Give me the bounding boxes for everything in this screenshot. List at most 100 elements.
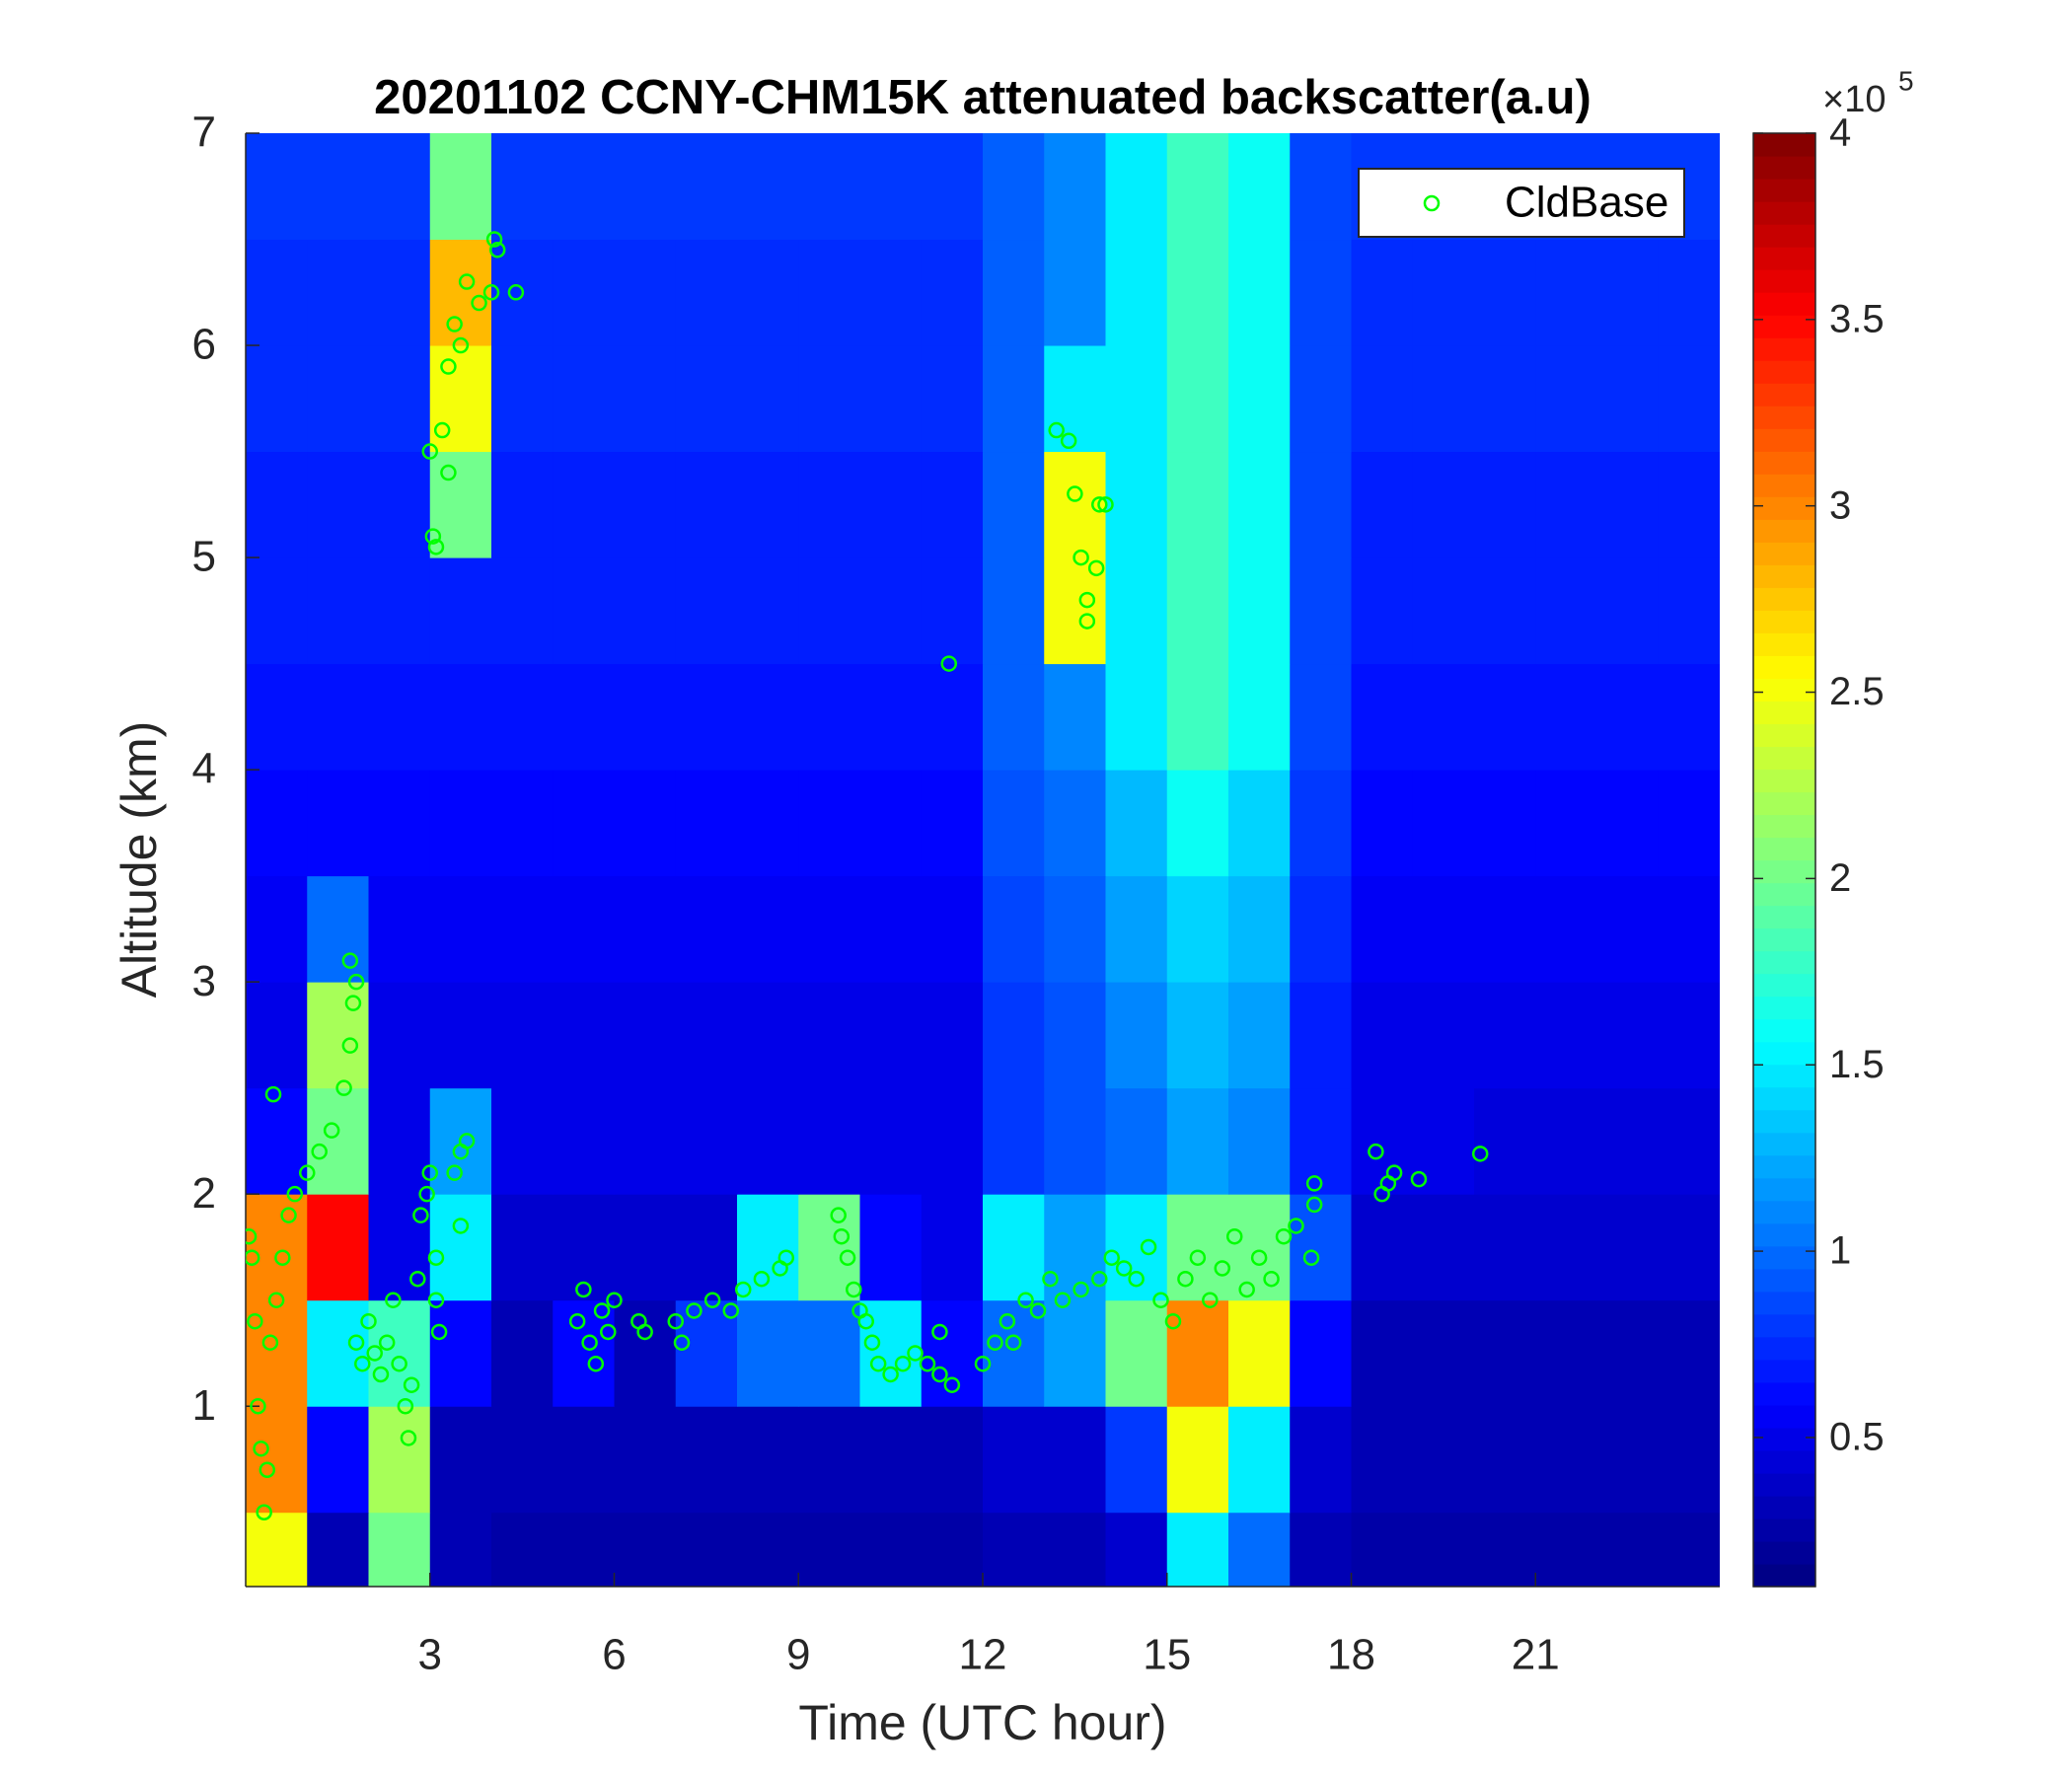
cloud-base-point	[1060, 432, 1077, 450]
heat-cell	[1228, 345, 1291, 453]
heat-cell	[1658, 982, 1720, 1089]
cloud-base-point	[1225, 1227, 1243, 1245]
heat-cell	[1658, 770, 1720, 877]
heat-cell	[429, 557, 492, 665]
heat-cell	[1596, 982, 1660, 1089]
heat-cell	[1351, 1406, 1414, 1514]
cloud-base-point	[1042, 1270, 1059, 1288]
heat-cell	[921, 557, 984, 665]
heat-cell	[1412, 663, 1475, 771]
heat-cell	[1412, 770, 1475, 877]
heat-cell	[307, 133, 369, 241]
heat-cell	[1412, 1087, 1475, 1195]
heat-cell	[983, 239, 1045, 346]
heat-cell	[859, 451, 923, 558]
colorbar-tick-label: 3	[1829, 483, 1851, 527]
cloud-base-point	[378, 1334, 396, 1351]
heat-cell	[921, 451, 984, 558]
heat-cell	[246, 345, 308, 453]
y-tick-label: 7	[192, 109, 216, 157]
cloud-base-point	[409, 1270, 426, 1288]
colorbar-step	[1753, 1200, 1815, 1224]
colorbar-step	[1753, 1313, 1815, 1338]
colorbar-step	[1753, 1359, 1815, 1383]
heat-cell	[1535, 451, 1597, 558]
heat-cell	[1290, 133, 1352, 241]
heat-cell	[1105, 1512, 1168, 1587]
heat-cell	[1658, 1299, 1720, 1407]
heat-cell	[1596, 345, 1660, 453]
cloud-base-point	[1115, 1260, 1133, 1277]
cloud-base-point	[259, 1461, 276, 1478]
heat-cell	[429, 1299, 492, 1407]
colorbar-step	[1753, 1268, 1815, 1293]
heat-cell	[429, 875, 492, 983]
colorbar-step	[1753, 337, 1815, 361]
cloud-base-point	[347, 1334, 365, 1351]
cloud-base-point	[568, 1312, 586, 1330]
heat-cell	[368, 345, 431, 453]
colorbar-multiplier: ×10	[1822, 79, 1886, 120]
colorbar-step	[1753, 701, 1815, 725]
colorbar: 0.5 1 1.5 2 2.5 3 3.5 4	[1752, 111, 1885, 1588]
cloud-base-point	[1275, 1227, 1293, 1245]
heat-cell	[307, 982, 369, 1089]
cloud-base-point	[931, 1323, 948, 1341]
heat-cell	[983, 345, 1045, 453]
heat-cell	[983, 663, 1045, 771]
cloud-base-point	[1250, 1249, 1268, 1266]
heat-cell	[798, 770, 860, 877]
heat-cell	[1351, 1512, 1414, 1587]
heat-cell	[1412, 451, 1475, 558]
x-tick-label: 15	[1143, 1631, 1191, 1679]
colorbar-step	[1753, 746, 1815, 771]
heat-cell	[921, 1512, 984, 1587]
heat-cell	[307, 451, 369, 558]
heat-cell	[614, 1194, 677, 1301]
cloud-base-point	[1073, 549, 1089, 566]
y-tick-label: 3	[192, 957, 216, 1005]
heat-cell	[1166, 133, 1229, 241]
heat-cell	[368, 982, 431, 1089]
heat-cell	[1474, 982, 1536, 1089]
heat-cell	[1658, 345, 1720, 453]
heat-cell	[1351, 1087, 1414, 1195]
heat-cell	[1044, 239, 1106, 346]
heat-cell	[553, 557, 615, 665]
heat-cell	[246, 557, 308, 665]
heat-cell	[1044, 770, 1106, 877]
cloud-base-point	[581, 1334, 598, 1351]
heat-cell	[246, 1299, 308, 1407]
heat-cell	[307, 770, 369, 877]
heat-cell	[553, 133, 615, 241]
cloud-base-point	[344, 995, 362, 1011]
colorbar-step	[1753, 224, 1815, 248]
heat-cell	[983, 1512, 1045, 1587]
colorbar-step	[1753, 1041, 1815, 1066]
cloud-base-point	[400, 1430, 417, 1446]
heat-cell	[1228, 663, 1291, 771]
heat-cell	[1166, 770, 1229, 877]
colorbar-step	[1753, 769, 1815, 793]
heat-cell	[675, 875, 738, 983]
colorbar-step	[1753, 1109, 1815, 1134]
cloud-base-point	[1087, 559, 1105, 577]
y-tick-label: 2	[192, 1169, 216, 1218]
heat-cell	[246, 239, 308, 346]
cloud-base-point	[600, 1323, 617, 1341]
cloud-base-point	[1067, 485, 1083, 502]
y-tick-label: 5	[192, 533, 216, 581]
heat-cell	[1535, 1406, 1597, 1514]
cloud-base-point	[458, 273, 476, 290]
heat-cell	[553, 239, 615, 346]
heat-cell	[737, 1087, 799, 1195]
heat-cell	[1044, 663, 1106, 771]
cloud-base-point	[427, 539, 445, 555]
heat-cell	[1228, 133, 1291, 241]
heat-cell	[1290, 557, 1352, 665]
heat-cell	[429, 133, 492, 241]
heat-cell	[246, 451, 308, 558]
heat-cell	[1290, 663, 1352, 771]
cloud-base-point	[1054, 1292, 1072, 1308]
heat-cell	[921, 982, 984, 1089]
